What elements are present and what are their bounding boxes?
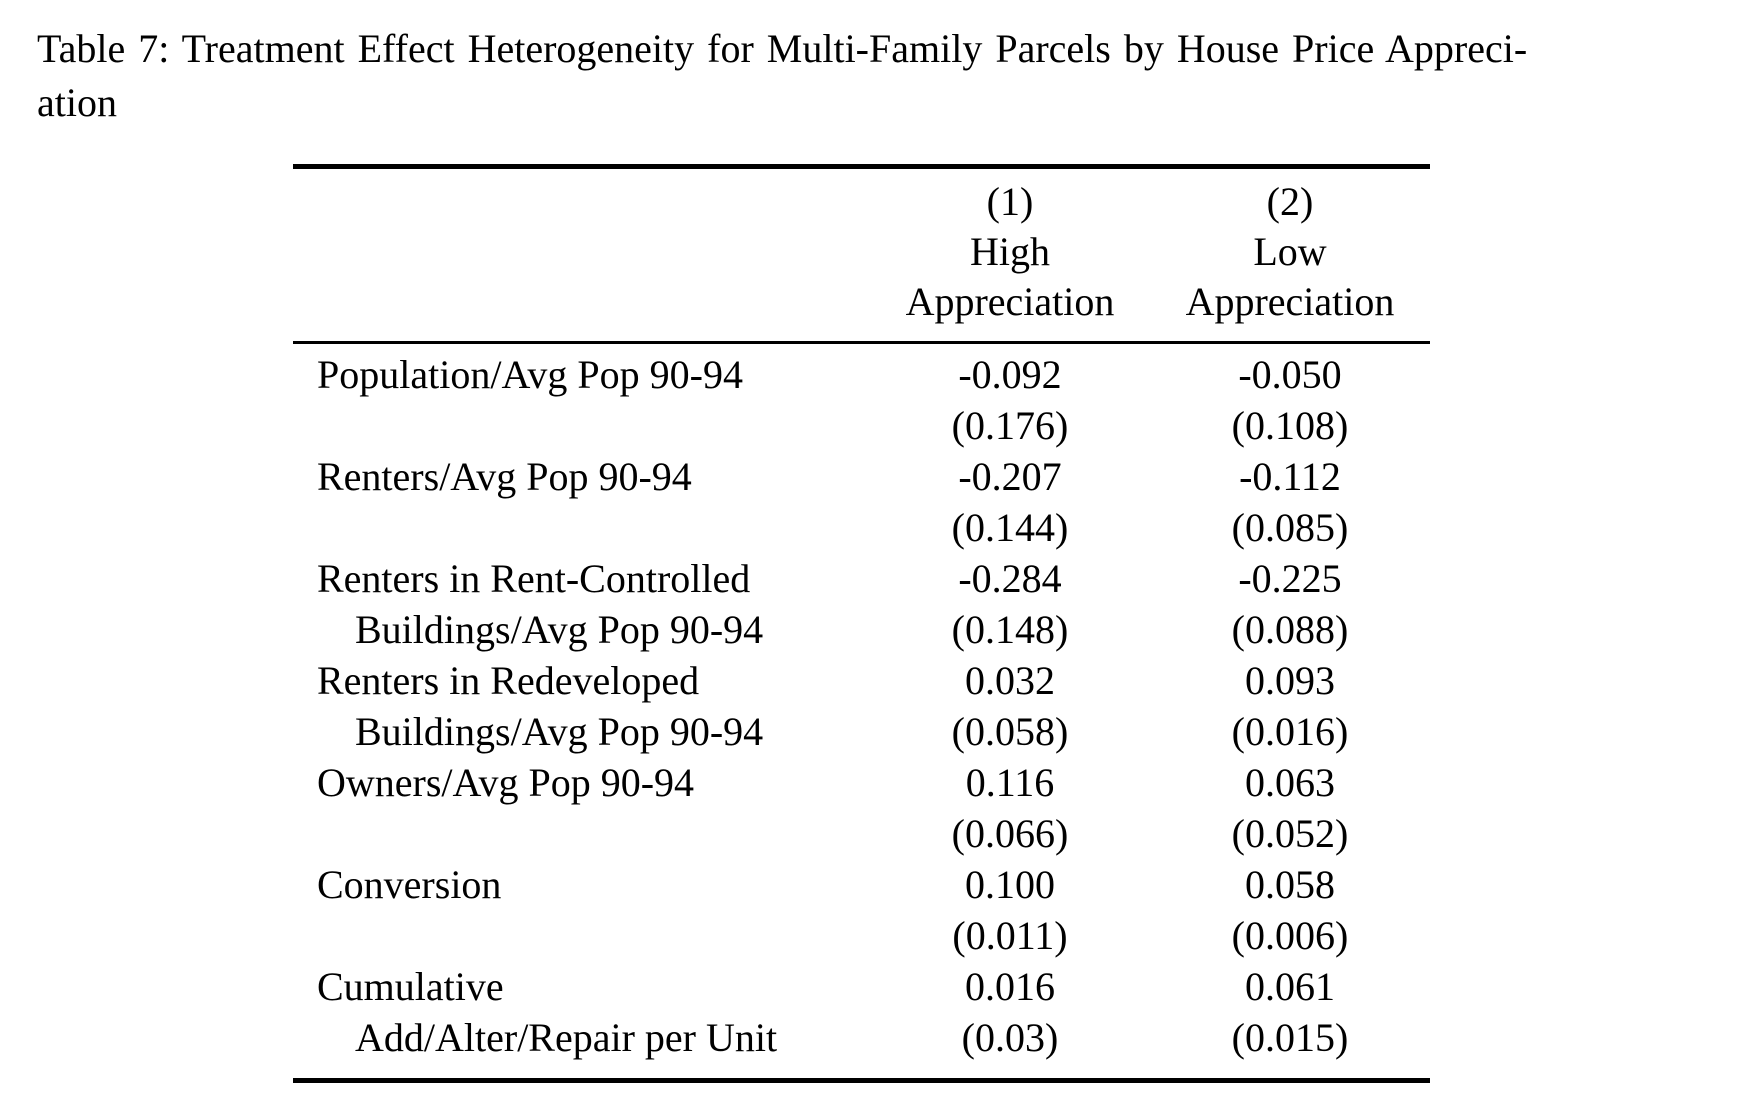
- col1-title-line1: High: [970, 229, 1050, 274]
- top-rule: [293, 164, 1430, 169]
- col2-title-line2: Appreciation: [1185, 279, 1395, 324]
- col2-number: (2): [1266, 179, 1314, 224]
- value-high-appreciation: (0.058): [951, 709, 1069, 754]
- value-high-appreciation: -0.284: [958, 556, 1062, 601]
- value-low-appreciation: -0.050: [1238, 352, 1342, 397]
- table-row: Renters in Rent-Controlled -0.284 -0.225: [293, 553, 1430, 604]
- value-high-appreciation: (0.144): [951, 505, 1069, 550]
- value-high-appreciation: 0.100: [965, 862, 1055, 907]
- value-low-appreciation: -0.112: [1239, 454, 1341, 499]
- value-high-appreciation: 0.032: [965, 658, 1055, 703]
- value-high-appreciation: (0.011): [952, 913, 1068, 958]
- value-high-appreciation: (0.148): [951, 607, 1069, 652]
- table-body: Population/Avg Pop 90-94 -0.092 -0.050 (0.1…: [293, 344, 1430, 1078]
- row-label: Owners/Avg Pop 90-94: [317, 760, 695, 805]
- row-label: Renters/Avg Pop 90-94: [317, 454, 692, 499]
- value-high-appreciation: (0.03): [961, 1015, 1059, 1060]
- table-row: Conversion 0.100 0.058: [293, 859, 1430, 910]
- value-high-appreciation: 0.016: [965, 964, 1055, 1009]
- value-low-appreciation: (0.088): [1231, 607, 1349, 652]
- col1-number: (1): [986, 179, 1034, 224]
- value-low-appreciation: (0.006): [1231, 913, 1349, 958]
- value-low-appreciation: (0.085): [1231, 505, 1349, 550]
- row-label: Add/Alter/Repair per Unit: [355, 1015, 778, 1060]
- value-high-appreciation: -0.092: [958, 352, 1062, 397]
- table-row: Buildings/Avg Pop 90-94 (0.148) (0.088): [293, 604, 1430, 655]
- row-label: Population/Avg Pop 90-94: [317, 352, 743, 397]
- table-row: Renters in Redeveloped 0.032 0.093: [293, 655, 1430, 706]
- value-low-appreciation: 0.093: [1245, 658, 1335, 703]
- value-high-appreciation: -0.207: [958, 454, 1062, 499]
- value-high-appreciation: 0.116: [965, 760, 1055, 805]
- value-low-appreciation: -0.225: [1238, 556, 1342, 601]
- results-table: (1) (2) High Low Appreciation Appreciati…: [293, 164, 1430, 1083]
- value-low-appreciation: 0.058: [1245, 862, 1335, 907]
- row-label: Renters in Rent-Controlled: [317, 556, 751, 601]
- table-row: Buildings/Avg Pop 90-94 (0.058) (0.016): [293, 706, 1430, 757]
- table-row: Population/Avg Pop 90-94 -0.092 -0.050: [293, 349, 1430, 400]
- bottom-rule: [293, 1078, 1430, 1083]
- table-header: (1) (2) High Low Appreciation Appreciati…: [293, 169, 1430, 341]
- value-low-appreciation: (0.016): [1231, 709, 1349, 754]
- row-label: Conversion: [317, 862, 502, 907]
- table-row: Cumulative 0.016 0.061: [293, 961, 1430, 1012]
- table-row: Owners/Avg Pop 90-94 0.116 0.063: [293, 757, 1430, 808]
- table-row: Renters/Avg Pop 90-94 -0.207 -0.112: [293, 451, 1430, 502]
- row-label: Renters in Redeveloped: [317, 658, 700, 703]
- row-label: Buildings/Avg Pop 90-94: [355, 709, 764, 754]
- caption-line-1: Table 7: Treatment Effect Heterogeneity …: [37, 26, 1528, 71]
- value-low-appreciation: (0.108): [1231, 403, 1349, 448]
- col2-title-line1: Low: [1253, 229, 1327, 274]
- value-high-appreciation: (0.176): [951, 403, 1069, 448]
- value-low-appreciation: 0.063: [1245, 760, 1335, 805]
- row-label: Cumulative: [317, 964, 504, 1009]
- table-row: (0.176) (0.108): [293, 400, 1430, 451]
- value-high-appreciation: (0.066): [951, 811, 1069, 856]
- col1-title-line2: Appreciation: [905, 279, 1115, 324]
- table-row: (0.066) (0.052): [293, 808, 1430, 859]
- value-low-appreciation: (0.015): [1231, 1015, 1349, 1060]
- table-caption: Table 7: Treatment Effect Heterogeneity …: [37, 22, 1717, 130]
- value-low-appreciation: (0.052): [1231, 811, 1349, 856]
- value-low-appreciation: 0.061: [1245, 964, 1335, 1009]
- table-row: Add/Alter/Repair per Unit (0.03) (0.015): [293, 1012, 1430, 1063]
- mid-rule: [293, 341, 1430, 344]
- caption-line-2: ation: [37, 80, 117, 125]
- row-label: Buildings/Avg Pop 90-94: [355, 607, 764, 652]
- table-row: (0.011) (0.006): [293, 910, 1430, 961]
- table-row: (0.144) (0.085): [293, 502, 1430, 553]
